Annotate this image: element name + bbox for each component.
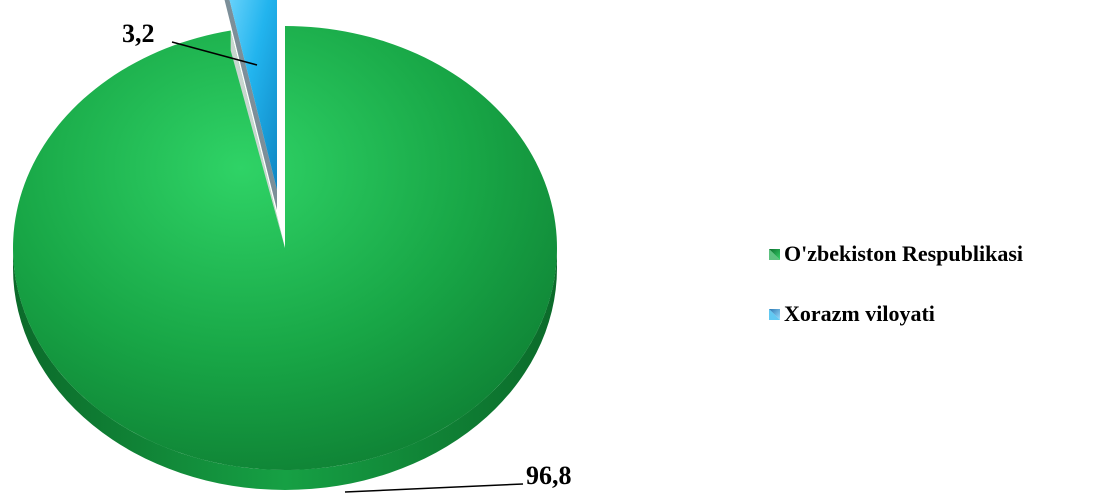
legend-label-uzbekistan: O'zbekiston Respublikasi (784, 241, 1023, 266)
pie-slice-xorazm (229, 0, 277, 190)
leader-line-uzbekistan (344, 483, 524, 493)
legend-item-xorazm: Xorazm viloyati (769, 301, 935, 326)
pie-gap-wall (230, 30, 285, 248)
legend-item-uzbekistan: O'zbekiston Respublikasi (769, 241, 1023, 266)
data-label-xorazm: 3,2 (122, 19, 155, 48)
pie-slice-side-xorazm (224, 0, 277, 210)
legend-label-xorazm: Xorazm viloyati (784, 301, 935, 326)
pie-slice-uzbekistan (12, 26, 557, 470)
legend: O'zbekiston Respublikasi Xorazm viloyati (769, 241, 1023, 326)
leader-line-xorazm (171, 41, 258, 66)
pie-plot (12, 0, 557, 490)
data-label-uzbekistan: 96,8 (526, 461, 572, 490)
